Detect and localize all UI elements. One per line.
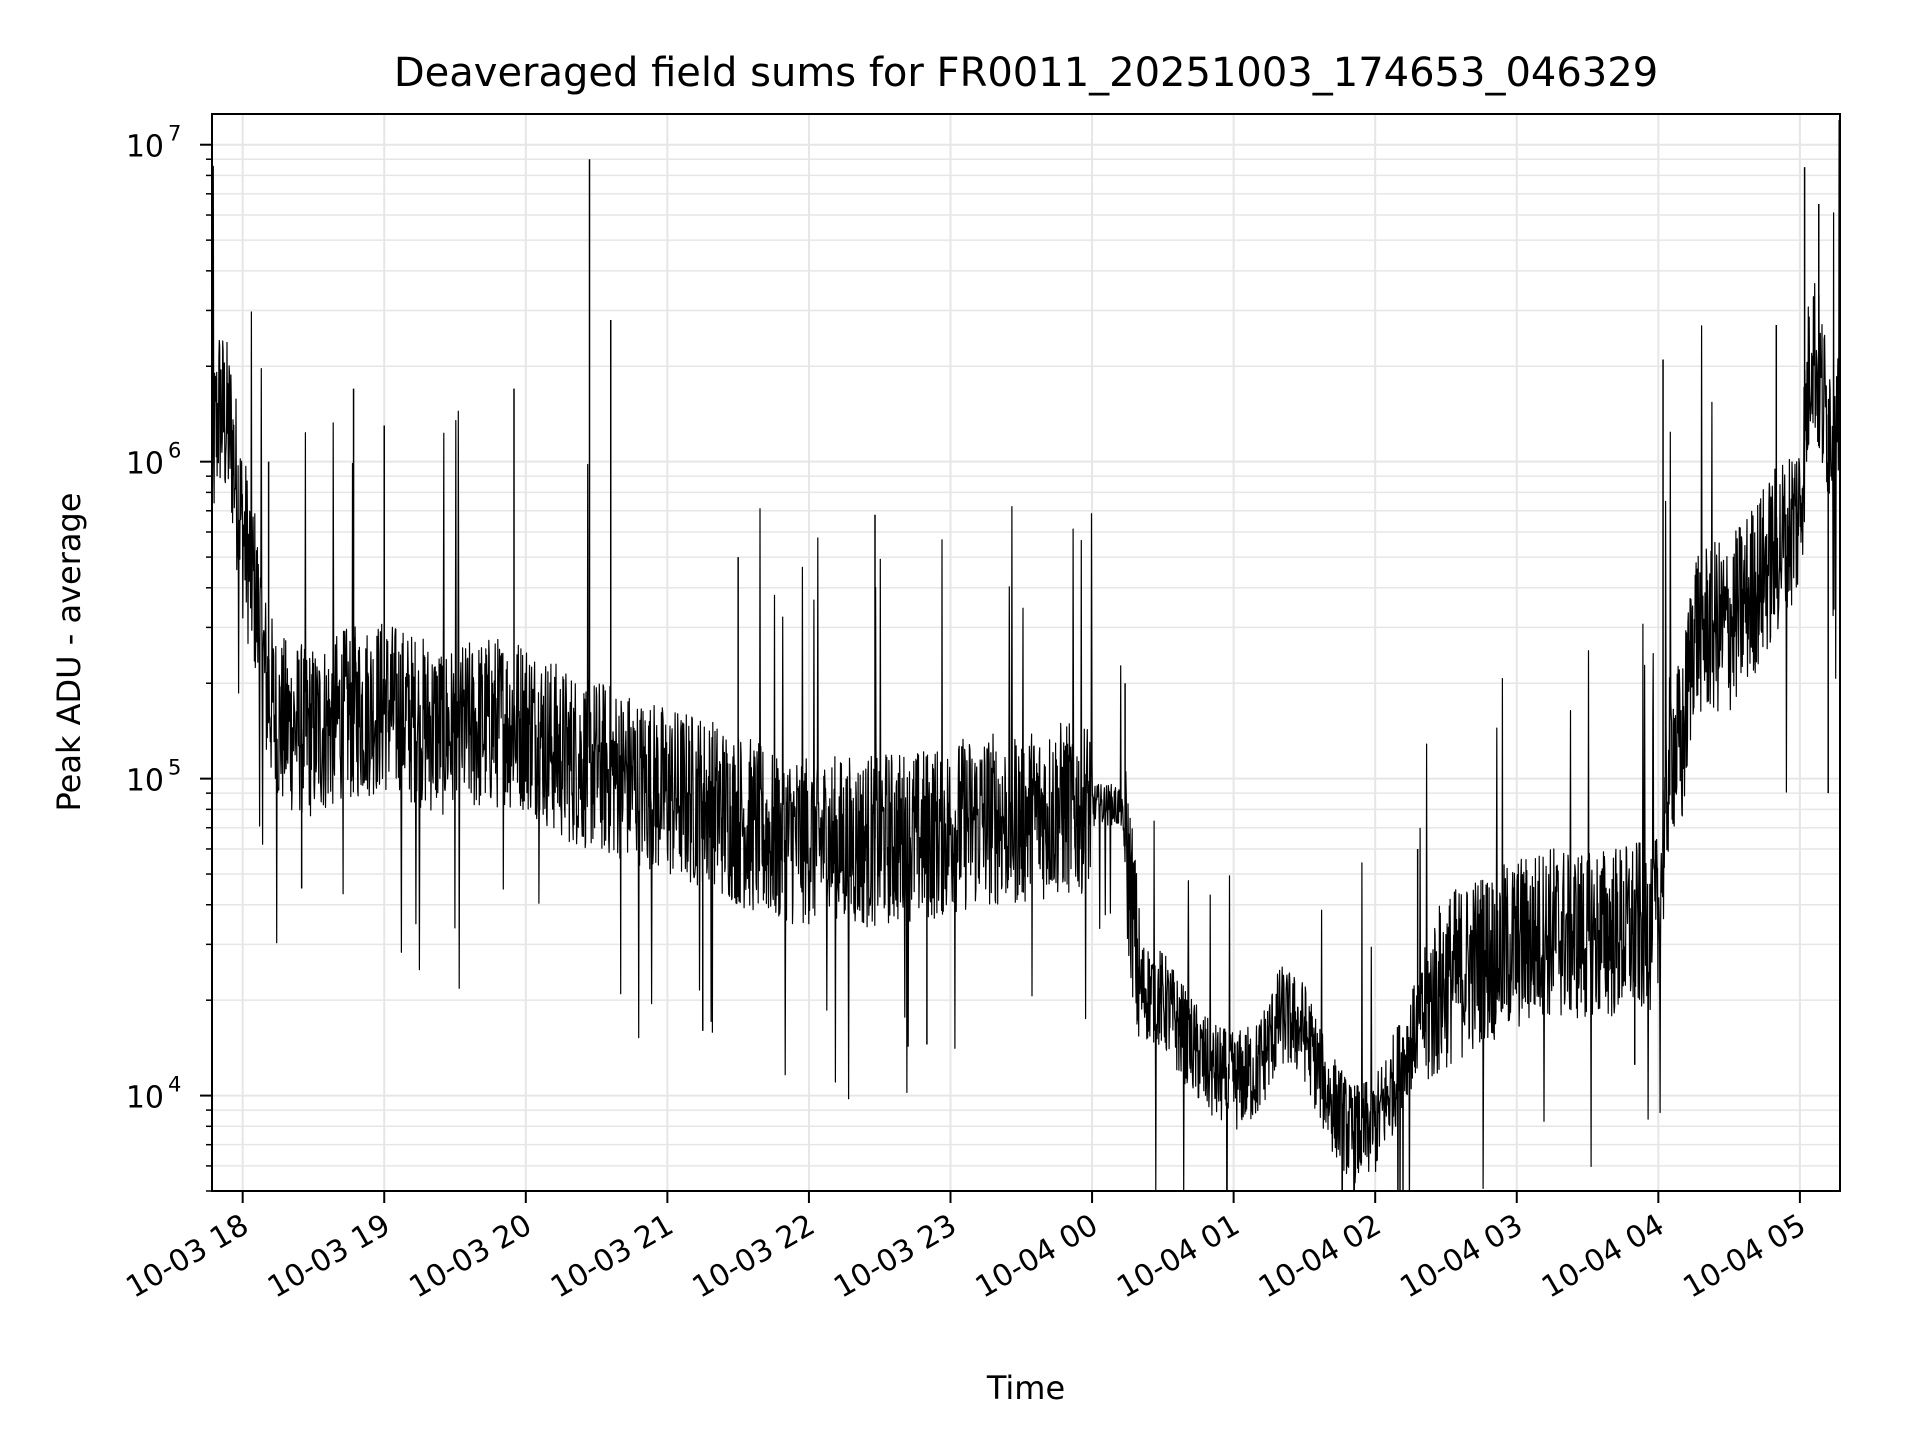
y-tick-label: 10 xyxy=(126,447,164,482)
y-tick-exponent: 6 xyxy=(168,439,181,463)
chart-title: Deaveraged field sums for FR0011_2025100… xyxy=(394,50,1658,96)
series-line xyxy=(212,119,1840,1191)
y-tick-exponent: 5 xyxy=(168,756,181,780)
y-tick-exponent: 4 xyxy=(168,1073,181,1097)
y-tick-label: 10 xyxy=(126,130,164,165)
x-axis-label: Time xyxy=(986,1369,1065,1407)
grid xyxy=(212,114,1840,1192)
series-layer xyxy=(212,119,1840,1191)
y-tick-label: 10 xyxy=(126,764,164,799)
plot-area xyxy=(212,119,1840,1191)
y-axis-label: Peak ADU - average xyxy=(50,493,88,812)
plot-frame xyxy=(211,113,1841,1192)
y-tick-label: 10 xyxy=(126,1081,164,1116)
y-tick-exponent: 7 xyxy=(168,122,181,146)
